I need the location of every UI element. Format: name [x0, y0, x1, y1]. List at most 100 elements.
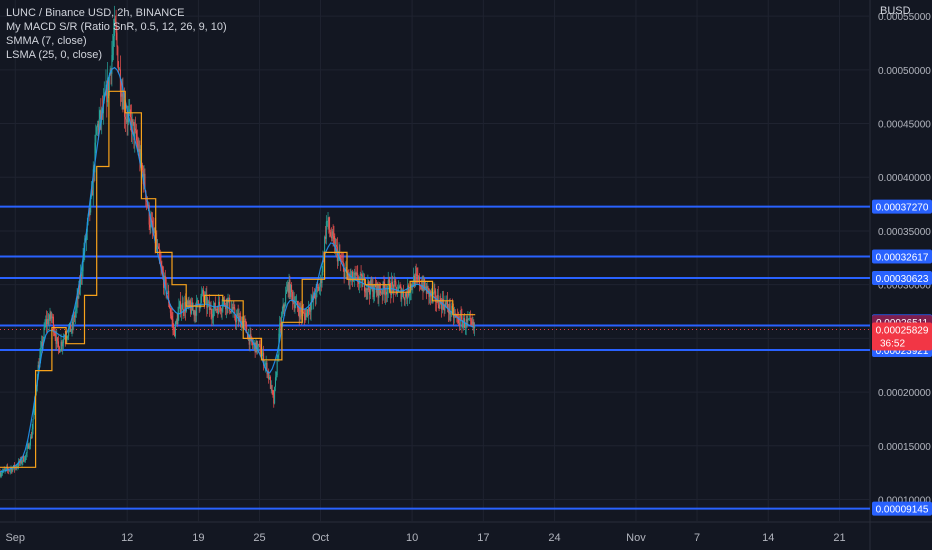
candle-body [402, 291, 404, 295]
candle-body [137, 143, 139, 152]
candle-body [178, 306, 180, 314]
candle-body [259, 344, 261, 355]
candle-body [37, 365, 39, 380]
candle-body [436, 301, 438, 303]
candle-body [361, 274, 363, 287]
candle-body [204, 295, 206, 301]
candle-body [316, 286, 318, 288]
candle-body [173, 326, 175, 330]
candle-body [247, 333, 249, 340]
candle-body [79, 284, 81, 288]
candle-body [46, 318, 48, 325]
candle-body [386, 288, 388, 295]
candle-body [114, 18, 116, 22]
candle-body [348, 274, 350, 281]
candle-body [130, 117, 132, 132]
candle-body [317, 286, 319, 288]
candle-body [40, 347, 42, 356]
candle-body [46, 319, 48, 325]
candle-body [464, 327, 466, 328]
candle-body [165, 279, 167, 294]
candle-body [127, 113, 129, 123]
candle-body [269, 376, 271, 380]
candle-body [24, 460, 26, 462]
candle-body [169, 308, 171, 313]
candle-body [440, 298, 442, 302]
sr-price-label-bg [872, 249, 932, 264]
candle-body [333, 235, 335, 240]
candle-body [241, 320, 243, 327]
candle-body [183, 311, 185, 313]
candle-body [52, 316, 54, 318]
candle-body [179, 301, 181, 307]
candle-body [337, 254, 339, 262]
candle-body [329, 228, 331, 233]
candle-body [107, 77, 109, 103]
candle-body [112, 46, 114, 55]
candle-body [175, 320, 177, 322]
time-axis[interactable]: Sep 12 19 25 Oct 10 17 24 Nov 7 14 21 [5, 532, 845, 544]
candle-body [308, 307, 310, 316]
candle-body [298, 311, 300, 318]
candle-body [171, 315, 173, 320]
candle-body [324, 236, 326, 257]
candle-body [294, 305, 296, 308]
candle-body [146, 200, 148, 202]
candle-body [421, 284, 423, 289]
candle-body [419, 286, 421, 287]
candle-body [384, 288, 386, 296]
candle-body [254, 342, 256, 353]
candle-body [7, 467, 9, 470]
candle-body [360, 273, 362, 275]
candle-body [347, 275, 349, 281]
candle-body [230, 311, 232, 313]
candle-body [210, 307, 212, 315]
candle-body [460, 314, 462, 317]
candle-body [140, 153, 142, 164]
support-resistance-lines [0, 205, 870, 510]
candle-body [249, 334, 251, 345]
candle-body [358, 281, 360, 284]
candle-body [444, 303, 446, 311]
candle-body [217, 309, 219, 314]
candle-body [208, 301, 210, 303]
lsma-line [0, 66, 474, 473]
x-tick-label: 21 [833, 532, 845, 544]
candle-body [382, 281, 384, 295]
candle-body [224, 305, 226, 310]
candle-body [416, 274, 418, 276]
candle-body [274, 386, 276, 404]
candle-body [319, 286, 321, 291]
candle-body [164, 275, 166, 280]
candle-body [290, 284, 292, 297]
candle-body [135, 128, 137, 131]
candle-body [469, 318, 471, 320]
candle-body [132, 119, 134, 123]
candle-body [289, 279, 291, 297]
candle-body [252, 343, 254, 345]
candle-body [139, 149, 141, 164]
candle-body [315, 287, 317, 300]
sr-price-label: 0.00023921 [876, 346, 929, 357]
candle-body [95, 134, 97, 143]
candle-body [446, 301, 448, 305]
candle-body [119, 69, 121, 71]
candle-body [471, 321, 473, 325]
candle-body [280, 316, 282, 327]
candle-body [200, 296, 202, 306]
candle-body [197, 300, 199, 305]
candle-body [185, 304, 187, 312]
candle-body [50, 312, 52, 319]
candle-body [131, 119, 133, 132]
candle-body [239, 316, 241, 317]
sr-price-label: 0.00009145 [876, 505, 929, 516]
candle-body [438, 304, 440, 309]
candle-body [194, 311, 196, 316]
candle-body [257, 345, 259, 351]
candle-body [186, 301, 188, 305]
candle-body [221, 308, 223, 312]
candle-body [21, 461, 23, 463]
candle-body [355, 273, 357, 275]
candle-body [370, 280, 372, 288]
